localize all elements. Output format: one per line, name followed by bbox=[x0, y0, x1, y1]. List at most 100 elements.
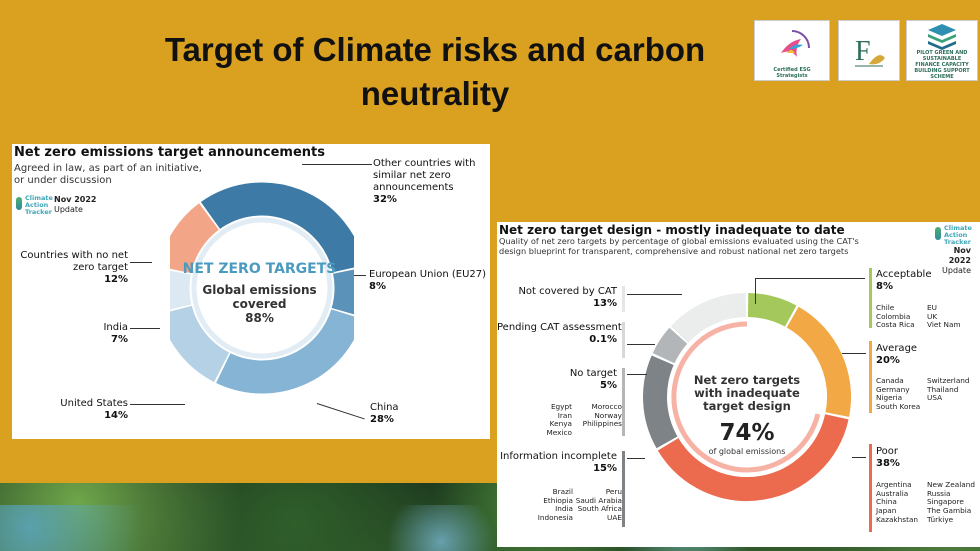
label-us: United States 14% bbox=[12, 398, 128, 422]
donut-segment-countries-with-no-net-zero-target bbox=[170, 203, 220, 274]
country: Costa Rica bbox=[876, 320, 915, 330]
panel2-cat-badge: Climate Action Tracker bbox=[935, 225, 972, 246]
donut-segment-not-covered-by-cat bbox=[671, 293, 747, 343]
panel1-date: Nov 2022 Update bbox=[54, 195, 96, 215]
esg-logo-text: Certified ESG Strategists bbox=[773, 66, 811, 79]
green-finance-logo: PILOT GREEN AND SUSTAINABLE FINANCE CAPA… bbox=[906, 20, 978, 81]
country: Mexico bbox=[546, 428, 572, 438]
panel1-center-value: 88% bbox=[245, 311, 274, 325]
label-no-target-text: Countries with no net zero target bbox=[20, 250, 128, 273]
country: Brazil bbox=[552, 487, 573, 496]
country: Peru bbox=[605, 487, 622, 496]
panel1-subtitle: Agreed in law, as part of an initiative,… bbox=[14, 163, 202, 186]
panel1-cat-badge: Climate Action Tracker Nov 2022 Update bbox=[16, 195, 96, 216]
poor-pct: 38% bbox=[876, 458, 900, 469]
country: Kazakhstan bbox=[876, 514, 919, 524]
country: Singapore bbox=[927, 497, 964, 507]
poor-bar bbox=[869, 444, 872, 532]
acceptable-bar bbox=[869, 268, 872, 328]
country: Switzerland bbox=[927, 376, 970, 385]
no-target-countries-col1: Egypt Iran Kenya Mexico bbox=[527, 402, 572, 438]
country: South Korea bbox=[876, 402, 921, 412]
average-title: Average 20% bbox=[876, 343, 917, 367]
country: Colombia bbox=[876, 311, 911, 321]
country: India bbox=[555, 504, 573, 514]
label-india: India 7% bbox=[12, 322, 128, 346]
country: Viet Nam bbox=[927, 320, 961, 330]
panel1-donut bbox=[170, 182, 354, 394]
leader-line bbox=[627, 294, 682, 295]
cat-leaf-icon bbox=[16, 197, 22, 210]
acceptable-countries-col2: EU UK Viet Nam bbox=[927, 303, 961, 330]
not-covered-label: Not covered by CAT bbox=[518, 286, 617, 297]
label-china-text: China bbox=[370, 402, 399, 413]
info-incomplete-pct: 15% bbox=[593, 463, 617, 474]
label-no-target-pct: 12% bbox=[104, 274, 128, 285]
panel1-center-sub: Global emissions covered bbox=[202, 283, 317, 311]
donut-segment-india bbox=[170, 270, 192, 310]
panel2-update: Update bbox=[942, 266, 971, 275]
panel2-center-value: 74% bbox=[719, 420, 775, 446]
country: Kenya bbox=[549, 419, 572, 429]
esg-strategists-logo: Certified ESG Strategists bbox=[754, 20, 830, 81]
no-target-title: No target 5% bbox=[497, 368, 617, 392]
country: EU bbox=[927, 303, 937, 312]
no-target-label: No target bbox=[569, 368, 617, 379]
no-target-pct: 5% bbox=[600, 380, 617, 391]
leader-line bbox=[755, 278, 756, 304]
label-eu-pct: 8% bbox=[369, 281, 386, 292]
panel1-center: NET ZERO TARGETS Global emissions covere… bbox=[177, 262, 342, 326]
country: Türkiye bbox=[927, 514, 954, 524]
panel2-center: Net zero targets with inadequate target … bbox=[692, 373, 802, 457]
leader-line bbox=[302, 164, 372, 165]
label-india-text: India bbox=[103, 322, 128, 333]
panel2-center-title: Net zero targets with inadequate target … bbox=[693, 373, 801, 413]
pending-bar bbox=[622, 322, 625, 358]
not-covered-bar bbox=[622, 286, 625, 312]
country: The Gambia bbox=[927, 506, 972, 516]
label-eu: European Union (EU27) 8% bbox=[369, 269, 486, 293]
average-label: Average bbox=[876, 343, 918, 354]
panel2-center-sub: of global emissions bbox=[708, 447, 786, 456]
panel2-title: Net zero target design - mostly inadequa… bbox=[499, 223, 845, 237]
leader-line bbox=[627, 374, 647, 375]
label-china-pct: 28% bbox=[370, 414, 394, 425]
poor-label: Poor bbox=[876, 446, 899, 457]
country: Egypt bbox=[550, 402, 572, 411]
panel2-date: Nov 2022 Update bbox=[935, 246, 971, 276]
poor-countries-col2: New Zealand Russia Singapore The Gambia Türk… bbox=[927, 480, 975, 525]
leader-line bbox=[354, 275, 366, 276]
panel1-donut-segments bbox=[170, 182, 354, 394]
donut-segment-other-countries-with-similar-net-zero-announcements bbox=[200, 182, 354, 273]
pending-title: Pending CAT assessment 0.1% bbox=[497, 322, 622, 346]
acceptable-title: Acceptable 8% bbox=[876, 269, 932, 293]
country: UK bbox=[927, 311, 938, 321]
poor-countries-col1: Argentina Australia China Japan Kazakhstan bbox=[876, 480, 919, 525]
not-covered-title: Not covered by CAT 13% bbox=[497, 286, 617, 310]
info-incomplete-countries-col2: Peru Saudi Arabia South Africa UAE bbox=[567, 487, 622, 523]
info-incomplete-bar bbox=[622, 451, 625, 527]
country: UAE bbox=[607, 513, 622, 523]
country: Thailand bbox=[927, 384, 959, 394]
country: Chile bbox=[876, 303, 895, 312]
label-india-pct: 7% bbox=[111, 334, 128, 345]
label-us-text: United States bbox=[60, 398, 128, 409]
country: Norway bbox=[594, 410, 622, 420]
country: Nigeria bbox=[876, 393, 903, 403]
not-covered-pct: 13% bbox=[593, 298, 617, 309]
label-other-countries: Other countries with similar net zero an… bbox=[373, 158, 488, 206]
pending-pct: 0.1% bbox=[589, 334, 617, 345]
donut-segment-information-incomplete bbox=[643, 355, 678, 449]
label-eu-text: European Union (EU27) bbox=[369, 269, 487, 280]
donut-segment-european-union-eu27 bbox=[331, 269, 354, 315]
country: Ethiopia bbox=[543, 495, 573, 505]
country: USA bbox=[927, 393, 943, 403]
leaf-f-icon: F bbox=[855, 36, 885, 67]
country: China bbox=[876, 497, 897, 507]
panel1-title: Net zero emissions target announcements bbox=[14, 145, 325, 160]
stack-icon bbox=[928, 23, 956, 50]
donut-segment-no-target bbox=[652, 327, 688, 364]
donut-segment-poor bbox=[657, 413, 849, 501]
no-target-countries-col2: Morocco Norway Philippines bbox=[574, 402, 622, 429]
panel2-donut-segments bbox=[643, 293, 851, 501]
